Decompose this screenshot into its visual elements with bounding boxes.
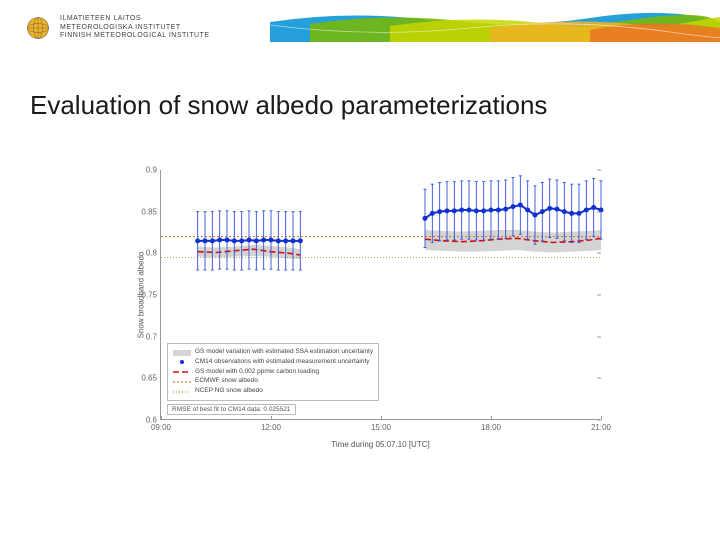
x-tick: 15:00 (371, 419, 391, 432)
legend-row: GS model variation with estimated SSA es… (173, 348, 373, 357)
legend-row: GS model with 0.002 ppmw carbon loading (173, 368, 373, 377)
globe-icon (24, 14, 52, 42)
org-line-3: FINNISH METEOROLOGICAL INSTITUTE (60, 32, 210, 40)
legend-row: CM14 observations with estimated measure… (173, 358, 373, 367)
rmse-annotation: RMSE of best fit to CM14 data: 0.025521 (167, 404, 296, 415)
legend-label: ECMWF snow albedo (195, 377, 258, 386)
org-line-1: ILMATIETEEN LAITOS (60, 15, 210, 23)
legend-label: NCEP NG snow albedo (195, 387, 263, 396)
x-axis-label: Time during 05.07.10 [UTC] (331, 440, 429, 449)
legend-label: CM14 observations with estimated measure… (195, 358, 370, 367)
page-title: Evaluation of snow albedo parameterizati… (30, 90, 547, 121)
org-line-2: METEOROLOGISKA INSTITUTET (60, 24, 210, 32)
legend: GS model variation with estimated SSA es… (167, 343, 379, 401)
x-tick: 21:00 (591, 419, 611, 432)
ribbon (270, 10, 720, 42)
y-tick: 0.75 (141, 291, 161, 300)
y-tick: 0.9 (146, 166, 161, 175)
header: ILMATIETEEN LAITOS METEOROLOGISKA INSTIT… (0, 0, 720, 56)
y-tick: 0.85 (141, 207, 161, 216)
albedo-chart: Snow broadband albedo Time during 05.07.… (120, 160, 620, 460)
legend-label: GS model variation with estimated SSA es… (195, 348, 373, 357)
legend-row: NCEP NG snow albedo (173, 387, 373, 396)
y-tick: 0.8 (146, 249, 161, 258)
plot-area: Snow broadband albedo Time during 05.07.… (160, 170, 600, 420)
legend-row: ECMWF snow albedo (173, 377, 373, 386)
y-tick: 0.65 (141, 374, 161, 383)
x-tick: 09:00 (151, 419, 171, 432)
legend-label: GS model with 0.002 ppmw carbon loading (195, 368, 319, 377)
x-tick: 12:00 (261, 419, 281, 432)
logo-text: ILMATIETEEN LAITOS METEOROLOGISKA INSTIT… (60, 15, 210, 40)
y-tick: 0.7 (146, 332, 161, 341)
x-tick: 18:00 (481, 419, 501, 432)
logo-block: ILMATIETEEN LAITOS METEOROLOGISKA INSTIT… (24, 14, 210, 42)
